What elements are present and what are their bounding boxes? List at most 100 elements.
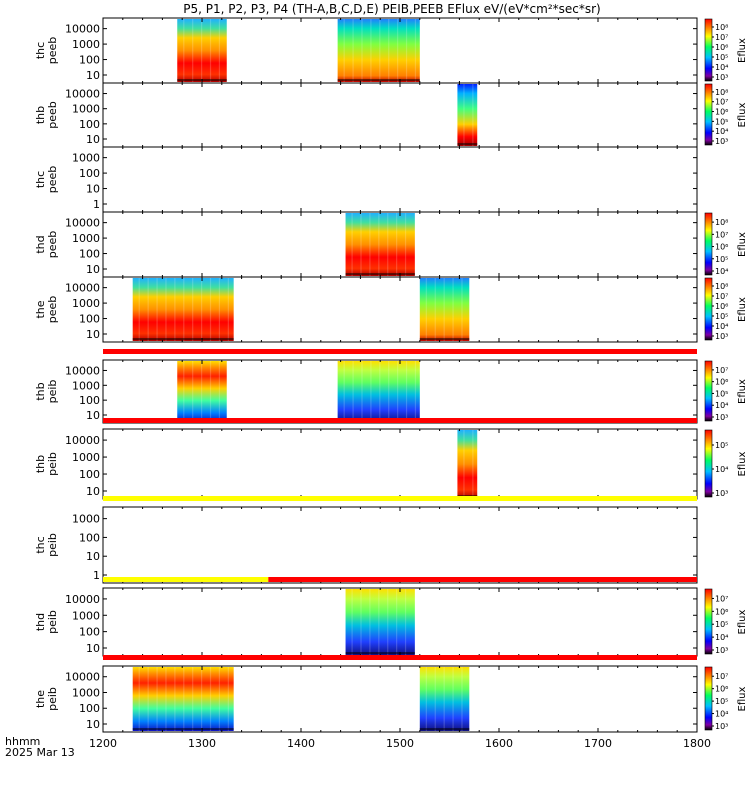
y-tick-label: 1000 [72,38,100,51]
colorbar-title: Eflux [737,297,748,322]
spectrogram-streak [461,278,463,341]
colorbar-tick-label: 10⁴ [715,127,728,136]
spectrogram-streak [351,589,353,655]
y-tick-label: 10 [86,263,100,276]
spectrogram-streak [434,278,436,341]
spectrogram-streak [183,667,185,731]
panel-thd-peeb: 10 100 1000 10000 thd peeb 10⁴ 10⁵ 10⁶ 10⁷ 10⁸ Eflu… [34,211,748,278]
y-tick-label: 10000 [65,434,100,447]
spectrogram-streak [461,667,463,731]
spectrogram-streak [343,19,345,82]
colorbar [704,360,713,422]
panel-probe-label: thc [34,536,47,553]
x-tick-label: 1600 [485,737,513,750]
spectrogram-streak [138,278,140,341]
spectrogram-streak [352,19,354,82]
colorbar-tick-label: 10⁵ [715,53,728,62]
colorbar-tick-label: 10⁵ [715,389,728,398]
colorbar-tick-label: 10³ [715,137,728,146]
y-tick-label: 100 [79,118,100,131]
spectrogram-streak [192,361,194,422]
spectrogram-streak [218,361,221,422]
spectrogram-streak [369,213,371,276]
spectrogram-streak [209,667,212,731]
panel-instrument-label: peeb [46,37,59,65]
colorbar-tick-label: 10⁷ [715,230,728,239]
colorbar-tick-label: 10⁴ [715,401,728,410]
colorbar [704,83,713,146]
spectrogram-block [457,84,478,146]
spectrogram-streak [414,361,417,422]
spectrogram-streak [183,361,185,422]
spectrogram-streak [209,361,212,422]
colorbar [704,18,713,82]
panel-probe-label: the [34,300,47,318]
spectrogram-streak [352,361,354,422]
y-tick-label: 10000 [65,282,100,295]
spectrogram-streak [147,278,149,341]
x-unit-label: hhmm [5,735,40,748]
spectrogram-streak [379,19,381,82]
y-tick-label: 100 [79,54,100,67]
spectrogram-streak [209,278,212,341]
spectrogram-streak [405,19,408,82]
panel-frame [102,146,698,213]
y-tick-label: 100 [79,468,100,481]
y-tick-label: 10000 [65,364,100,377]
mode-flag-bar [103,655,697,660]
panel-probe-label: the [34,690,47,708]
spectrogram-streak [369,589,371,655]
y-tick-label: 10000 [65,88,100,101]
spectrogram-streak [201,667,203,731]
panel-thb-peib-2: 10 100 1000 10000 thb peib 10³ 10⁴ 10⁵ Eflux [34,418,748,500]
spectrogram-block [132,667,234,731]
panel-probe-label: thb [34,455,47,473]
spectrogram-streak [434,667,436,731]
colorbar-tick-label: 10⁶ [715,43,728,52]
colorbar-tick-label: 10⁴ [715,322,728,331]
panel-instrument-label: peib [46,610,59,634]
colorbar [704,277,713,341]
spectrogram-streak [472,84,474,146]
spectrogram-block [345,213,415,276]
colorbar-title: Eflux [737,38,748,63]
spectrogram-streak [404,589,407,655]
spectrogram-block [177,19,227,82]
y-tick-label: 10000 [65,593,100,606]
panel-thc-peib: 1 10 100 1000 thc peib [34,496,698,584]
spectrogram-streak [174,278,176,341]
spectrogram-streak [463,84,465,146]
spectrogram-streak [378,213,380,276]
spectrogram-streak [192,667,194,731]
colorbar-tick-label: 10⁸ [715,218,728,227]
y-tick-label: 10 [86,69,100,82]
spectrogram-streak [425,667,427,731]
panel-thd-peib: 10 100 1000 10000 thd peib 10³ 10⁴ 10⁵ 10⁶ 10⁷ Eflu… [34,577,748,657]
y-tick-label: 10 [86,133,100,146]
colorbar [704,429,713,498]
y-tick-label: 10 [86,550,100,563]
spectrogram-streak [343,361,345,422]
panel-the-peib: 10 100 1000 10000 the peib 10³ 10⁴ 10⁵ 10⁶ 10⁷ Eflu… [34,655,748,733]
spectrogram-streak [165,278,167,341]
y-tick-label: 10 [86,485,100,498]
colorbar-tick-label: 10⁵ [715,255,728,264]
colorbar-title: Eflux [737,379,748,404]
colorbar-title: Eflux [737,609,748,634]
panel-instrument-label: peib [46,533,59,557]
spectrogram-streak [218,667,221,731]
colorbar-tick-label: 10⁵ [715,620,728,629]
y-tick-label: 100 [79,313,100,326]
colorbar-tick-label: 10⁵ [715,117,728,126]
spectrogram-streak [472,430,474,498]
y-tick-label: 10 [86,328,100,341]
colorbar-tick-label: 10³ [715,722,728,731]
spectrogram-streak [443,278,445,341]
panel-thb-peib: 10 100 1000 10000 thb peib 10³ 10⁴ 10⁵ 10⁶ 10⁷ Eflu… [34,349,748,424]
spectrogram-streak [425,278,427,341]
y-tick-label: 100 [79,167,100,180]
colorbar-tick-label: 10⁴ [715,63,728,72]
